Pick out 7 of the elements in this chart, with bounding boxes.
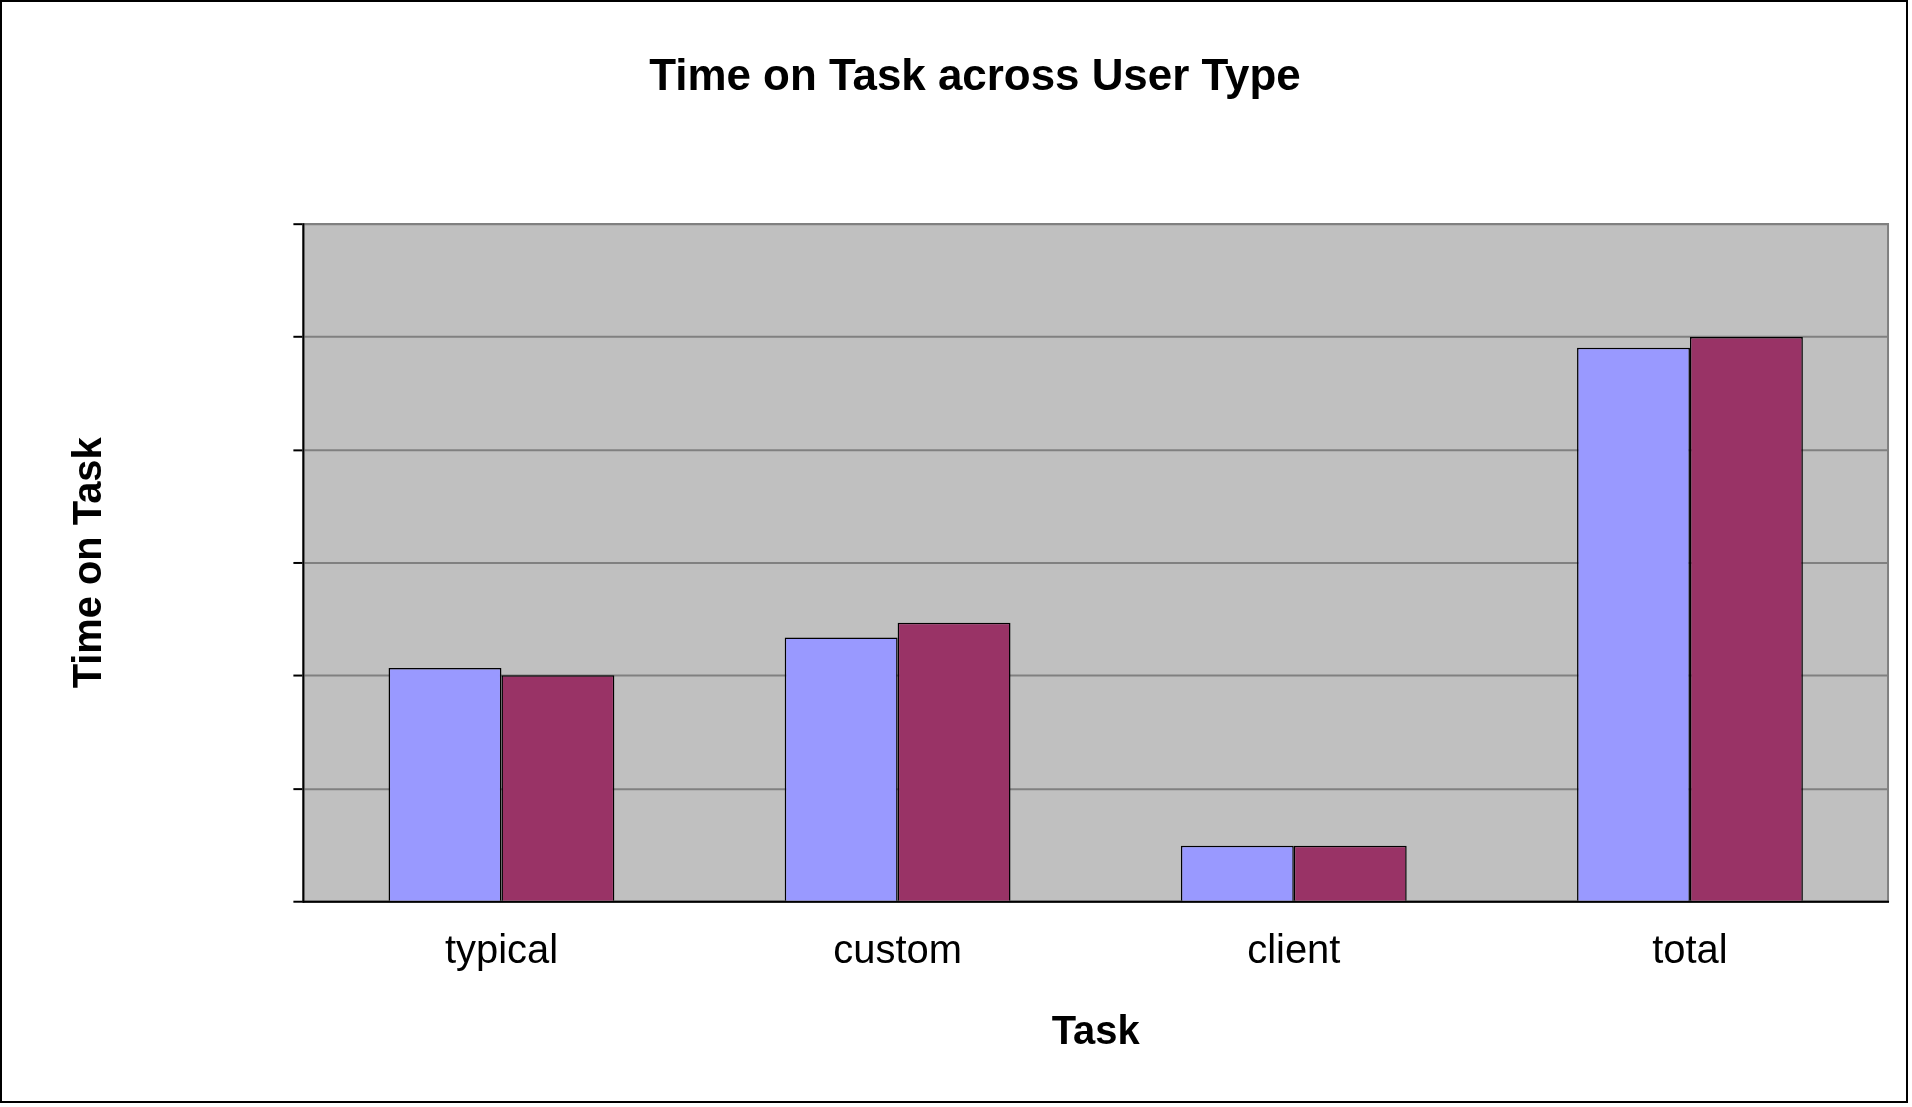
x-tick-label: custom — [833, 926, 962, 971]
x-tick-label: typical — [444, 926, 559, 971]
chart-title: Time on Task across User Type — [649, 50, 1301, 100]
x-axis-title: Task — [1051, 1008, 1141, 1053]
x-tick-label: client — [1247, 926, 1341, 971]
y-axis-title: Time on Task — [64, 436, 109, 689]
x-tick-label: total — [1652, 926, 1728, 971]
